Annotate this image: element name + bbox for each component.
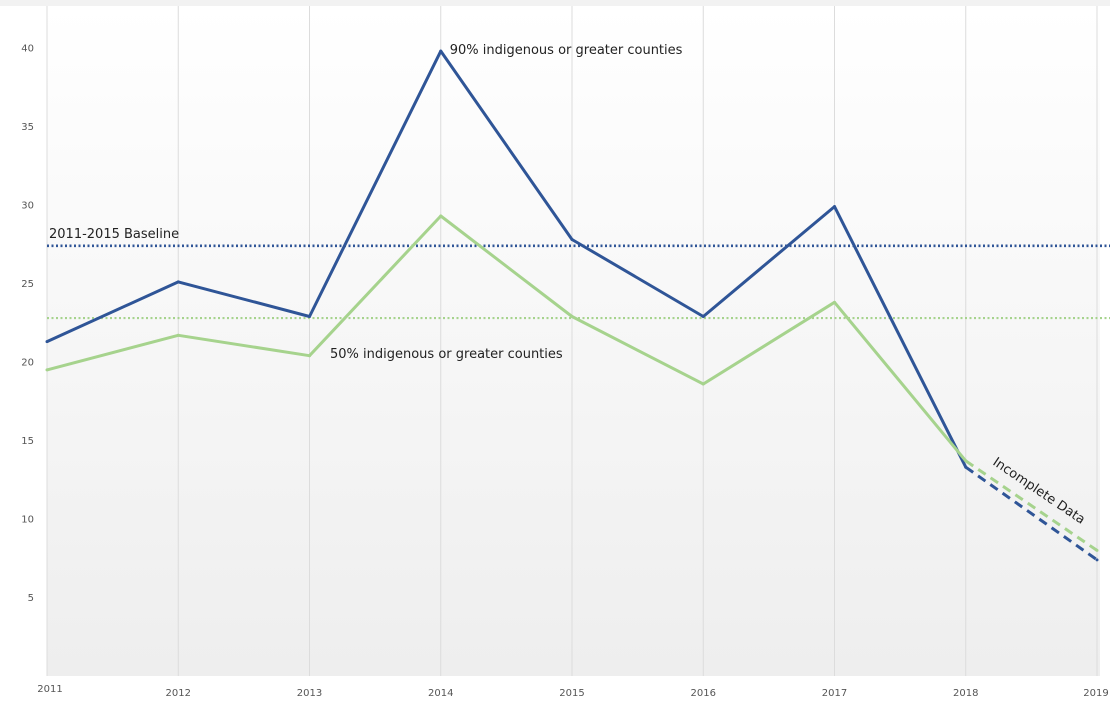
series-1-point-2013 [308,314,311,318]
y-tick-label-10: 10 [21,515,34,526]
series-1-point-2016 [701,314,705,318]
x-tick-label-2013: 2013 [297,688,322,699]
series-1-line [46,49,968,468]
x-axis: 2011 2012 2013 2014 2015 2016 2017 2018 2019 [37,684,1108,699]
series-2-point-2016 [701,382,705,386]
x-tick-label-2019: 2019 [1083,688,1108,699]
series-1-point-2014 [439,49,443,53]
y-tick-label-20: 20 [21,358,34,369]
top-band [0,0,1110,6]
series-2-point-2018 [964,459,968,463]
series-1-point-2018 [964,465,968,469]
series-1-point-2015 [570,238,574,242]
x-tick-label-2018: 2018 [953,688,978,699]
series-1-point-2011 [45,340,49,344]
x-tick-label-2014: 2014 [428,688,453,699]
plot-background [47,6,1100,676]
y-axis: 5 10 15 20 25 30 35 40 [21,44,34,605]
series-2-incomplete-line [964,459,1098,552]
baselines [47,244,1110,320]
series-2-point-2012 [176,333,180,337]
series-2-line [46,214,967,462]
y-tick-label-15: 15 [21,436,34,447]
series-label-90: 90% indigenous or greater counties [450,43,683,58]
series-1-point-2019 [1095,558,1099,562]
series-label-50: 50% indigenous or greater counties [330,347,563,362]
x-tick-label-2012: 2012 [166,688,191,699]
x-tick-label-2011: 2011 [37,684,62,695]
series-2-point-2013 [308,354,311,358]
x-tick-label-2016: 2016 [691,688,716,699]
baseline-label: 2011-2015 Baseline [49,227,179,242]
y-tick-label-35: 35 [21,122,34,133]
series-2-point-2019 [1095,548,1099,552]
series-2-point-2015 [570,314,574,318]
x-tick-label-2017: 2017 [822,688,847,699]
series-2-point-2011 [45,368,49,372]
y-tick-label-25: 25 [21,279,34,290]
series-1-point-2012 [176,280,180,284]
series-2-point-2014 [439,214,443,218]
grid [46,6,1098,676]
series-1-point-2017 [833,205,836,209]
y-tick-label-40: 40 [21,44,34,55]
series-lines [45,49,1099,562]
series-2-point-2017 [833,300,836,304]
series-1-incomplete-line [964,465,1098,562]
x-tick-label-2015: 2015 [559,688,584,699]
y-tick-label-5: 5 [28,593,34,604]
y-tick-label-30: 30 [21,201,34,212]
